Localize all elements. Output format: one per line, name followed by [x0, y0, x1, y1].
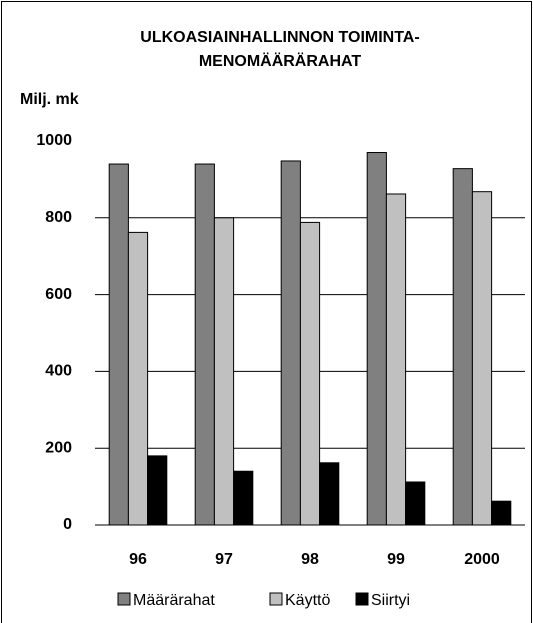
y-tick-label: 200 [45, 439, 72, 456]
x-tick-label: 96 [129, 551, 147, 568]
legend-label: Siirtyi [371, 592, 410, 609]
bar [147, 455, 168, 526]
bar [127, 231, 149, 526]
legend-swatch [269, 592, 283, 606]
y-tick-label: 400 [45, 363, 72, 380]
chart-title: MENOMÄÄRÄRAHAT [199, 52, 362, 70]
bar [299, 221, 321, 526]
x-tick-label: 97 [215, 551, 233, 568]
legend-swatch [117, 592, 131, 606]
bar [385, 193, 407, 526]
x-tick-label: 2000 [464, 551, 500, 568]
y-tick-label: 0 [63, 516, 72, 533]
y-axis-label: Milj. mk [20, 91, 79, 108]
legend-swatch [355, 592, 369, 606]
bar [491, 500, 512, 526]
legend-label: Käyttö [285, 592, 330, 609]
bar [213, 217, 235, 526]
bar [233, 470, 254, 526]
bar [194, 163, 215, 526]
x-tick-label: 98 [301, 551, 319, 568]
bar [471, 191, 493, 526]
bar [108, 163, 129, 526]
bar [280, 160, 301, 526]
x-tick-label: 99 [387, 551, 405, 568]
bar [405, 481, 426, 526]
y-tick-label: 1000 [36, 132, 72, 149]
chart-title: ULKOASIAINHALLINNON TOIMINTA- [140, 29, 419, 46]
legend-label: Määrärahat [133, 592, 215, 609]
bar [452, 168, 473, 526]
y-tick-label: 600 [45, 286, 72, 303]
bar [366, 152, 387, 526]
bar [319, 462, 340, 526]
y-tick-label: 800 [45, 209, 72, 226]
